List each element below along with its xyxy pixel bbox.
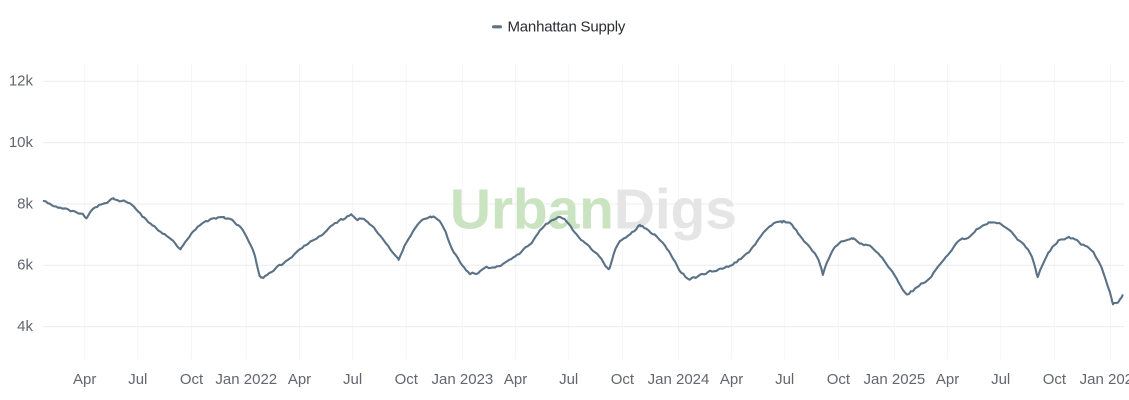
svg-text:Apr: Apr (720, 371, 743, 388)
svg-text:UrbanDigs: UrbanDigs (450, 178, 737, 242)
svg-text:Oct: Oct (611, 371, 635, 388)
svg-text:Jul: Jul (775, 371, 794, 388)
svg-text:10k: 10k (9, 134, 34, 151)
svg-text:4k: 4k (17, 318, 33, 335)
svg-text:8k: 8k (17, 195, 33, 212)
svg-text:Jul: Jul (559, 371, 578, 388)
svg-text:Jan 2023: Jan 2023 (432, 371, 494, 388)
svg-text:Manhattan Supply: Manhattan Supply (508, 18, 626, 35)
svg-text:Oct: Oct (1043, 371, 1067, 388)
svg-text:Oct: Oct (395, 371, 419, 388)
svg-text:Jan 2026: Jan 2026 (1080, 371, 1129, 388)
svg-text:6k: 6k (17, 257, 33, 274)
svg-text:Apr: Apr (73, 371, 96, 388)
svg-text:Apr: Apr (504, 371, 527, 388)
svg-text:Jul: Jul (991, 371, 1010, 388)
svg-text:Jul: Jul (128, 371, 147, 388)
svg-text:Oct: Oct (180, 371, 204, 388)
svg-text:Apr: Apr (288, 371, 311, 388)
svg-text:Jan 2025: Jan 2025 (864, 371, 926, 388)
svg-text:Jan 2024: Jan 2024 (648, 371, 710, 388)
svg-text:12k: 12k (9, 73, 34, 90)
svg-text:Jul: Jul (343, 371, 362, 388)
svg-text:Jan 2022: Jan 2022 (215, 371, 277, 388)
svg-text:Apr: Apr (936, 371, 959, 388)
svg-text:Oct: Oct (827, 371, 851, 388)
